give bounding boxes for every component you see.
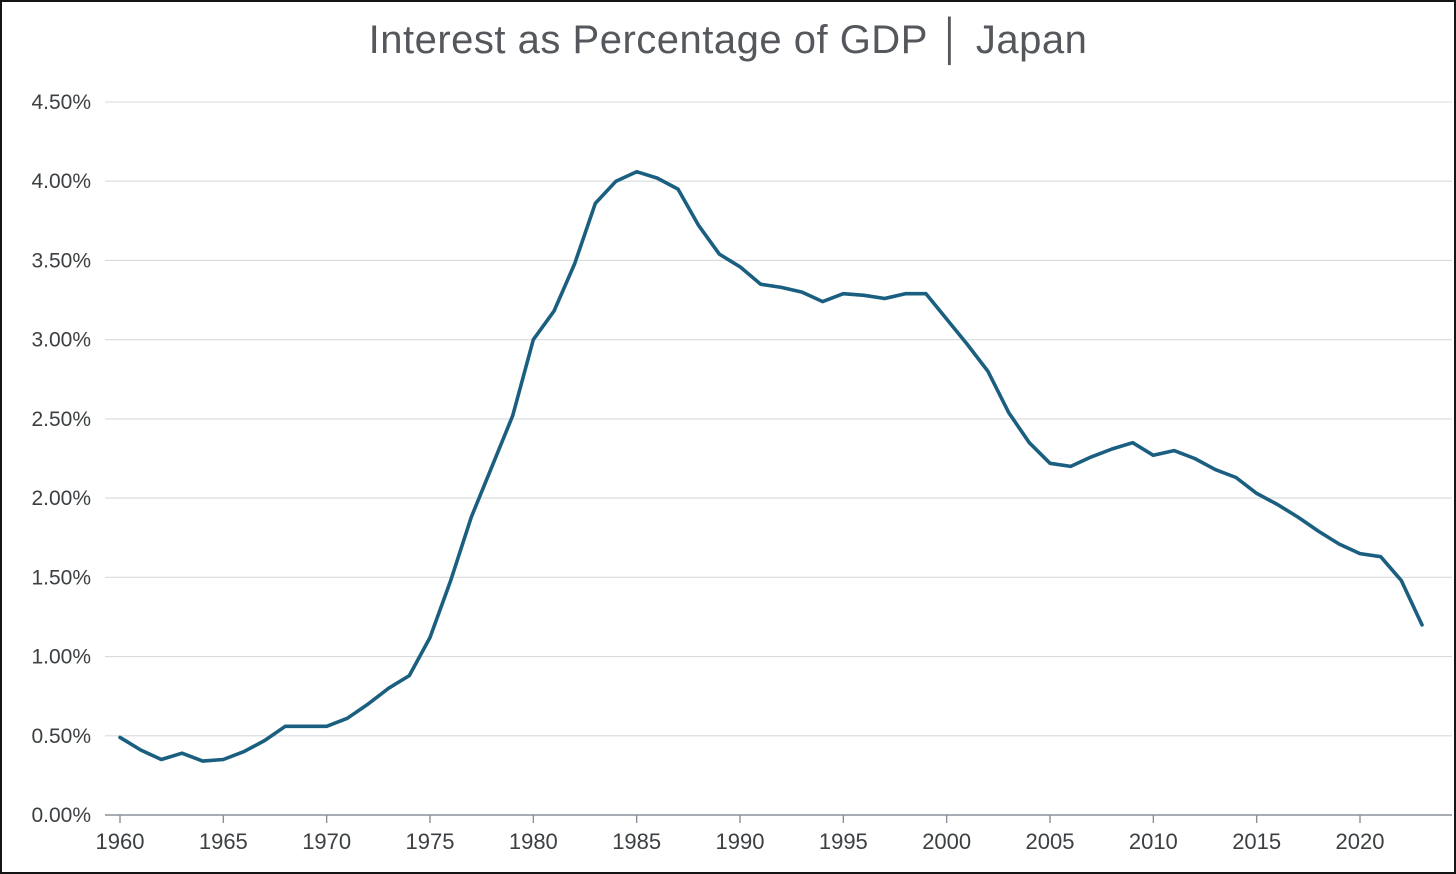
y-tick-label: 2.50%	[31, 408, 91, 431]
data-line	[118, 169, 1424, 763]
y-tick-label: 1.00%	[31, 646, 91, 669]
chart-title: Interest as Percentage of GDP │ Japan	[368, 18, 1088, 62]
x-tick-label: 1975	[406, 829, 455, 854]
y-tick-label: 3.00%	[31, 329, 91, 352]
x-tick-label: 1980	[509, 829, 558, 854]
x-tick-label: 1995	[819, 829, 868, 854]
y-tick-label: 3.50%	[31, 249, 91, 272]
x-tick-label: 2010	[1129, 829, 1178, 854]
x-tick-label: 1990	[716, 829, 765, 854]
y-tick-label: 1.50%	[31, 566, 91, 589]
y-tick-label: 4.00%	[31, 170, 91, 193]
y-tick-label: 0.50%	[31, 725, 91, 748]
x-tick-label: 2005	[1026, 829, 1075, 854]
y-tick-label: 0.00%	[31, 804, 91, 827]
x-tick-label: 1985	[612, 829, 661, 854]
x-tick-label: 2020	[1336, 829, 1385, 854]
x-tick-label: 1965	[199, 829, 248, 854]
x-tick-label: 2015	[1232, 829, 1281, 854]
y-tick-label: 2.00%	[31, 487, 91, 510]
x-tick-label: 1970	[302, 829, 351, 854]
y-tick-label: 4.50%	[31, 91, 91, 114]
x-tick-label: 1960	[96, 829, 145, 854]
x-tick-label: 2000	[922, 829, 971, 854]
